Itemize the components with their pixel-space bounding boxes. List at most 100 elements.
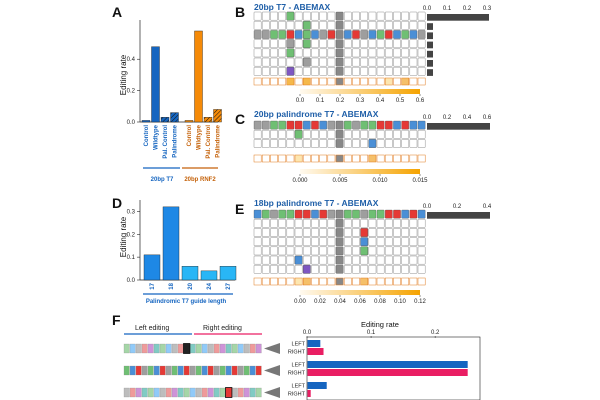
cell [417, 67, 426, 76]
cell [401, 57, 409, 67]
cell [303, 11, 311, 21]
cell [360, 265, 368, 274]
cell [344, 48, 352, 58]
d-ytick-label: 0.1 [127, 255, 136, 261]
strip-cell [409, 154, 418, 163]
group-label-rnf2: 20bp RNF2 [184, 177, 216, 183]
cell [303, 255, 311, 265]
cell [278, 30, 286, 39]
panel-d-ylabel: Editing rate [119, 216, 128, 257]
cell [311, 228, 319, 237]
side-bar [427, 14, 489, 21]
seq-cell [135, 387, 142, 398]
d-xcat-label: 24 [207, 282, 213, 289]
cell [294, 209, 303, 219]
cell [385, 237, 393, 246]
cell [401, 39, 409, 48]
cell [385, 57, 393, 67]
cell [393, 265, 401, 274]
cell [360, 21, 368, 30]
cell [270, 228, 278, 237]
cell [385, 30, 393, 39]
cell [294, 139, 303, 148]
cell [319, 265, 327, 274]
cell [368, 255, 377, 265]
cell [376, 57, 385, 67]
cell [352, 139, 360, 148]
panel-a-xcats: Control Wildtype Pal. Control Palindrome Con… [144, 124, 222, 158]
seq-cell [129, 365, 136, 376]
cell [319, 228, 327, 237]
cell [294, 265, 303, 274]
cell [417, 120, 426, 130]
panel-e-label: E [235, 201, 244, 217]
seq-cell [141, 387, 148, 398]
cell [335, 130, 344, 139]
cell [409, 11, 418, 21]
cell [262, 30, 270, 39]
cell [335, 265, 344, 274]
cell [327, 21, 336, 30]
strip-cell [253, 277, 262, 286]
cell [352, 130, 360, 139]
cell [376, 237, 385, 246]
f-row-label: RIGHT [288, 350, 306, 356]
cell [253, 209, 262, 219]
cell [409, 21, 418, 30]
cell [286, 209, 295, 219]
cell [319, 57, 327, 67]
seq-cell [159, 365, 166, 376]
cell [311, 209, 319, 219]
cell [352, 39, 360, 48]
cell [335, 11, 344, 21]
cell [286, 130, 295, 139]
scale-tick-label: 0.010 [372, 178, 388, 184]
cell [303, 246, 311, 256]
cell [360, 130, 368, 139]
cell [294, 57, 303, 67]
cell [417, 139, 426, 148]
cell [417, 246, 426, 256]
panel-d-yticks: 0.0 0.1 0.2 0.3 [127, 209, 140, 284]
seq-cell [195, 387, 202, 398]
edited-cell [286, 39, 295, 48]
seq-cell [159, 387, 166, 398]
cell [368, 209, 377, 219]
side-tick-label: 0.0 [423, 204, 432, 210]
cell [352, 11, 360, 21]
arrow-icon [264, 365, 280, 376]
a-ytick-label: 0.2 [127, 89, 136, 95]
cell [393, 139, 401, 148]
cell [311, 139, 319, 148]
side-bar [427, 123, 490, 130]
side-bar [427, 32, 433, 40]
cell [319, 130, 327, 139]
strip-cell [417, 154, 426, 163]
a-ytick-label: 0.4 [127, 57, 136, 63]
cell [262, 246, 270, 256]
strip-cell [302, 154, 311, 163]
side-bar [427, 23, 433, 30]
cell [327, 39, 336, 48]
cell [253, 57, 262, 67]
cell [393, 67, 401, 76]
strip-cell [343, 154, 352, 163]
bar [200, 270, 218, 281]
cell [278, 67, 286, 76]
strip-cell [401, 77, 410, 86]
cell [335, 209, 344, 219]
cell [294, 228, 303, 237]
seq-cell [153, 343, 160, 354]
scale-bar [300, 169, 420, 174]
cell [401, 130, 409, 139]
cell [360, 209, 368, 219]
bar [141, 120, 151, 123]
seq-cell [219, 343, 226, 354]
seq-cell [219, 365, 226, 376]
side-tick-label: 0.3 [483, 6, 492, 12]
cell [270, 39, 278, 48]
cell [335, 246, 344, 256]
panel-a-label: A [112, 4, 122, 20]
cell [286, 30, 295, 39]
